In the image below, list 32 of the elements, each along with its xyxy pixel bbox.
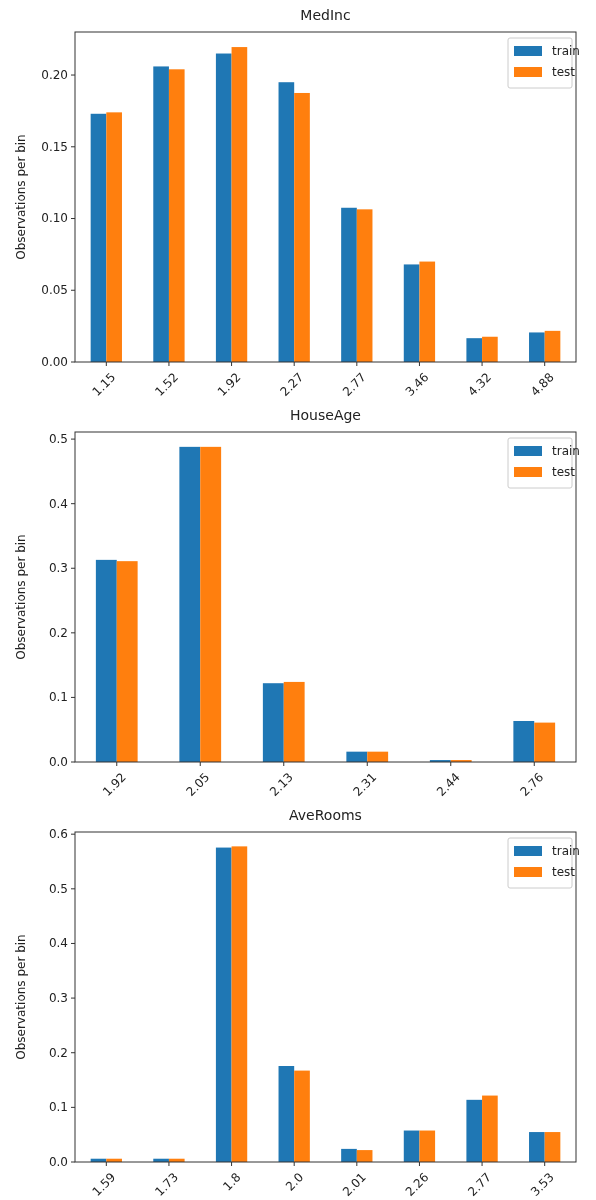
legend-label: test — [552, 465, 576, 479]
y-axis-title: Observations per bin — [14, 534, 28, 660]
y-tick-label: 0.10 — [41, 211, 68, 226]
x-tick-label: 1.8 — [220, 1170, 244, 1194]
y-tick-label: 0.4 — [48, 936, 68, 951]
y-axis-title: Observations per bin — [14, 934, 28, 1060]
x-tick-label: 2.0 — [282, 1170, 307, 1194]
legend-label: test — [552, 65, 576, 79]
y-tick-label: 0.1 — [48, 1100, 68, 1115]
y-tick-label: 0.5 — [48, 881, 68, 896]
legend-label: test — [552, 865, 576, 879]
y-tick-label: 0.5 — [48, 431, 68, 446]
y-tick-label: 0.20 — [41, 67, 68, 82]
y-axis-title: Observations per bin — [14, 134, 28, 260]
y-tick-label: 0.1 — [48, 690, 68, 705]
legend-label: train — [552, 444, 580, 458]
legend-label: train — [552, 44, 580, 58]
chart-title: AveRooms — [289, 807, 362, 823]
y-tick-label: 0.05 — [41, 283, 68, 298]
y-tick-label: 0.6 — [48, 827, 68, 842]
y-tick-label: 0.3 — [48, 561, 68, 576]
y-tick-label: 0.2 — [48, 625, 68, 640]
legend-label: train — [552, 844, 580, 858]
y-tick-label: 0.00 — [41, 354, 68, 369]
y-tick-label: 0.2 — [48, 1045, 68, 1060]
y-tick-label: 0.3 — [48, 990, 68, 1005]
y-tick-label: 0.15 — [41, 139, 68, 154]
chart-title: HouseAge — [290, 407, 361, 423]
y-tick-label: 0.4 — [48, 496, 68, 511]
chart-title: MedInc — [300, 7, 351, 23]
y-tick-label: 0.0 — [48, 1154, 68, 1169]
y-tick-label: 0.0 — [48, 754, 68, 769]
